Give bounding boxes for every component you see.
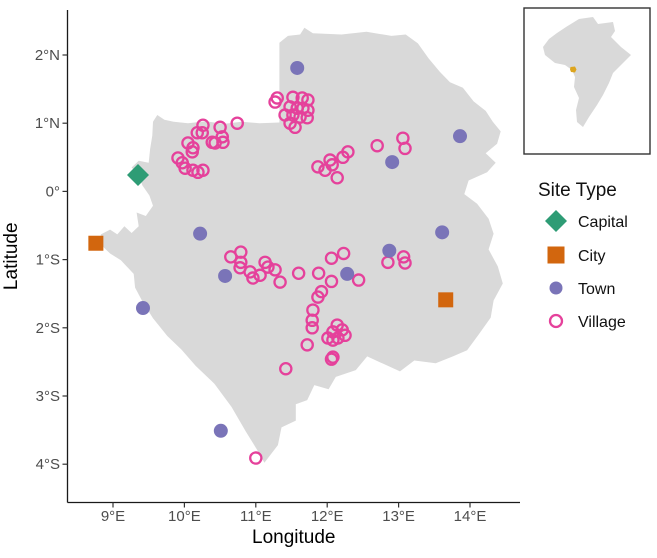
town-marker	[135, 301, 150, 316]
town-marker	[340, 266, 355, 281]
village-marker	[396, 250, 411, 264]
legend-item-city: City	[547, 246, 606, 265]
village-marker	[196, 163, 210, 178]
village-marker	[351, 273, 366, 287]
village-marker	[208, 136, 222, 150]
village-marker	[253, 268, 267, 283]
y-tick-label: 4°S	[36, 456, 60, 473]
y-tick-label: 1°N	[35, 115, 60, 132]
legend-title: Site Type	[538, 180, 617, 201]
legend-item-label: Village	[578, 314, 626, 331]
village-marker	[270, 91, 284, 105]
village-marker	[234, 255, 248, 270]
village-marker	[548, 313, 564, 329]
inset-africa-shape	[543, 17, 631, 127]
series-capital	[126, 164, 149, 187]
village-marker	[185, 145, 200, 159]
village-marker	[338, 328, 352, 343]
x-tick-label: 9°E	[101, 508, 125, 525]
town-marker	[385, 155, 400, 170]
village-marker	[279, 361, 293, 376]
site-markers	[88, 60, 468, 465]
village-marker	[324, 352, 339, 366]
village-marker	[301, 103, 315, 117]
village-marker	[300, 110, 314, 125]
city-marker	[547, 246, 565, 264]
inset-africa-map	[523, 7, 651, 155]
village-marker	[291, 266, 306, 280]
y-tick-label: 2°S	[36, 320, 60, 337]
capital-marker	[126, 164, 149, 187]
village-marker	[286, 108, 300, 122]
village-marker	[398, 141, 412, 156]
village-marker	[305, 321, 319, 335]
village-marker	[318, 163, 332, 178]
village-marker	[311, 266, 326, 280]
axes: 9°E 10°E 11°E 12°E 13°E 14°E 2°N 1°N 0° 1°S 2°S 3°S…	[1, 10, 520, 548]
village-marker	[178, 161, 192, 175]
town-marker	[435, 225, 450, 240]
capital-marker	[545, 210, 567, 232]
x-tick-label: 13°E	[382, 508, 415, 525]
inset-gabon-highlight	[570, 66, 577, 73]
village-marker	[273, 275, 287, 289]
y-tick-label: 2°N	[35, 47, 60, 64]
village-marker	[190, 125, 205, 140]
x-tick-label: 12°E	[311, 508, 344, 525]
town-marker	[213, 423, 228, 438]
legend-item-label: Town	[578, 281, 615, 298]
village-marker	[311, 160, 325, 174]
legend-item-town: Town	[549, 281, 615, 298]
town-marker	[453, 129, 468, 144]
village-marker	[341, 145, 355, 159]
legend-item-label: City	[578, 248, 606, 265]
village-marker	[324, 251, 339, 265]
village-marker	[249, 451, 263, 465]
village-marker	[293, 110, 307, 124]
city-marker	[88, 235, 104, 251]
x-axis-title: Longitude	[252, 527, 335, 548]
series-city	[88, 235, 454, 308]
y-tick-label: 1°S	[36, 252, 60, 269]
village-marker	[268, 263, 282, 277]
village-marker	[330, 171, 344, 185]
x-tick-label: 10°E	[168, 508, 201, 525]
legend: Site Type Capital City Town Village	[538, 180, 628, 331]
village-marker	[288, 120, 302, 135]
village-marker	[300, 338, 314, 352]
village-marker	[370, 138, 384, 153]
y-tick-label: 3°S	[36, 388, 60, 405]
series-village	[171, 90, 412, 465]
town-marker	[382, 243, 397, 258]
y-tick-label: 0°	[46, 183, 60, 200]
town-marker	[290, 60, 305, 75]
town-marker	[218, 268, 233, 283]
town-marker	[549, 281, 563, 295]
x-tick-label: 11°E	[240, 508, 272, 525]
village-marker	[324, 274, 339, 289]
village-marker	[261, 260, 275, 274]
series-town	[135, 60, 468, 438]
village-marker	[305, 313, 319, 328]
x-tick-label: 14°E	[454, 508, 487, 525]
legend-item-label: Capital	[578, 214, 628, 231]
village-marker	[246, 271, 260, 285]
village-marker	[331, 331, 345, 345]
village-marker	[195, 125, 209, 140]
town-marker	[193, 226, 208, 241]
legend-item-village: Village	[548, 313, 626, 331]
city-marker	[438, 292, 454, 308]
village-marker	[230, 116, 244, 130]
village-marker	[311, 290, 325, 304]
village-marker	[336, 246, 351, 261]
legend-item-capital: Capital	[545, 210, 628, 232]
y-axis-title: Latitude	[1, 222, 22, 290]
village-marker	[398, 256, 412, 270]
